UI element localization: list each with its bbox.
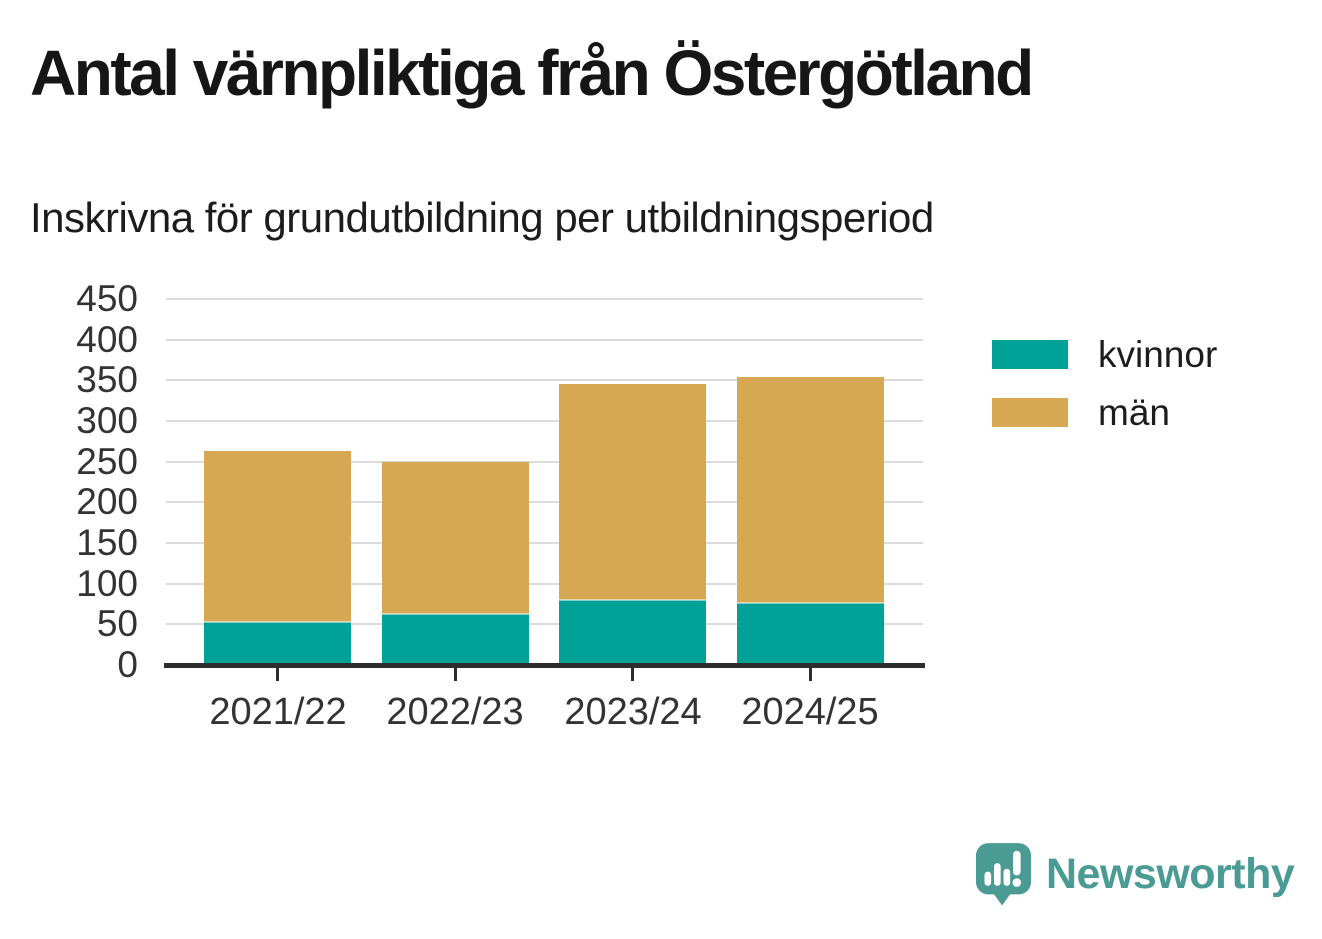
gridline-400 <box>166 339 923 341</box>
gridline-150 <box>166 542 923 544</box>
y-axis-tick-label: 300 <box>76 400 138 441</box>
bar-segment-kvinnor-2023/24 <box>559 599 707 665</box>
bar-stack-separator-2021/22 <box>204 620 352 623</box>
bar-segment-män-2022/23 <box>381 461 529 614</box>
x-axis-line <box>164 663 925 668</box>
bar-segment-män-2023/24 <box>559 383 707 600</box>
newsworthy-logo: Newsworthy <box>975 842 1295 906</box>
gridline-300 <box>166 420 923 422</box>
chart-subtitle: Inskrivna för grundutbildning per utbild… <box>30 194 934 241</box>
legend-label-kvinnor: kvinnor <box>1098 333 1218 375</box>
legend-item-kvinnor: kvinnor <box>992 336 1217 373</box>
bar-segment-kvinnor-2021/22 <box>204 621 352 665</box>
gridline-50 <box>166 623 923 625</box>
legend-swatch-man <box>992 397 1068 427</box>
y-axis-tick-label: 0 <box>117 644 138 685</box>
legend-label-man: män <box>1098 391 1170 433</box>
gridline-350 <box>166 379 923 381</box>
x-axis-tick-2021/22 <box>276 668 279 681</box>
bar-stack-separator-2024/25 <box>736 602 884 605</box>
bar-segment-män-2021/22 <box>204 451 352 622</box>
x-axis-tick-label: 2023/24 <box>564 691 702 733</box>
bar-stack-separator-2022/23 <box>381 612 529 615</box>
gridline-250 <box>166 461 923 463</box>
y-axis-tick-label: 400 <box>76 319 138 360</box>
x-axis-tick-2022/23 <box>454 668 457 681</box>
legend-item-man: män <box>992 394 1170 431</box>
y-axis-tick-label: 200 <box>76 481 138 522</box>
bar-segment-kvinnor-2024/25 <box>736 603 884 665</box>
x-axis-tick-label: 2024/25 <box>741 691 879 733</box>
bar-segment-män-2024/25 <box>736 377 884 604</box>
y-axis-tick-label: 100 <box>76 563 138 604</box>
x-axis-tick-2023/24 <box>631 668 634 681</box>
y-axis-tick-label: 350 <box>76 359 138 400</box>
chart-title: Antal värnpliktiga från Östergötland <box>30 37 1034 109</box>
y-axis-tick-label: 150 <box>76 522 138 563</box>
gridline-200 <box>166 501 923 503</box>
gridline-100 <box>166 583 923 585</box>
y-axis-tick-label: 50 <box>96 603 138 644</box>
newsworthy-speech-bubble-chart-icon <box>975 842 1032 906</box>
x-axis-tick-label: 2022/23 <box>386 691 524 733</box>
x-axis-tick-label: 2021/22 <box>209 691 347 733</box>
x-axis-tick-2024/25 <box>809 668 812 681</box>
legend-swatch-kvinnor <box>992 339 1068 369</box>
newsworthy-logo-text: Newsworthy <box>1046 849 1295 898</box>
y-axis-tick-label: 450 <box>76 278 138 319</box>
bar-segment-kvinnor-2022/23 <box>381 613 529 665</box>
bar-stack-separator-2023/24 <box>559 598 707 601</box>
gridline-450 <box>166 298 923 300</box>
y-axis-tick-label: 250 <box>76 441 138 482</box>
